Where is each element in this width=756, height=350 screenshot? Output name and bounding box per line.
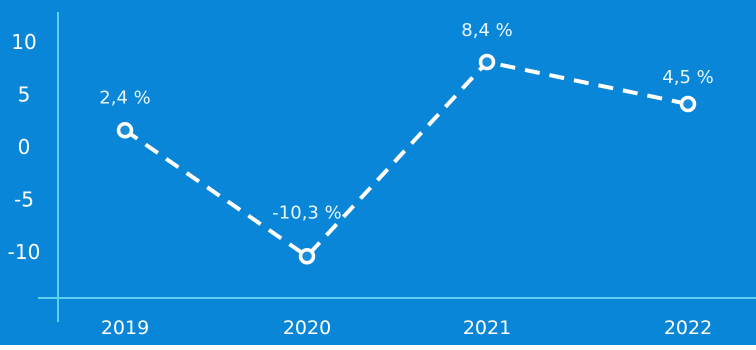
data-label: 2,4 % [99,87,150,108]
y-tick-label: 5 [18,83,31,107]
series-line [123,59,689,259]
y-tick-label: 0 [18,135,31,159]
y-tick-label: -5 [14,188,34,212]
y-tick-label: 10 [11,30,36,54]
data-point [478,53,496,71]
data-label: 8,4 % [461,20,512,41]
x-tick-label: 2019 [101,317,149,339]
series [116,53,697,265]
data-point [298,248,316,265]
axes [38,12,756,322]
x-tick-label: 2021 [463,317,511,339]
data-point [679,95,697,113]
data-point [116,122,134,139]
x-tick-label: 2022 [664,317,712,339]
y-tick-label: -10 [8,240,41,264]
x-tick-label: 2020 [283,317,331,339]
tick-labels: 10 5 0 -5 -10 2019 2020 2021 2022 [8,30,713,339]
data-label: 4,5 % [662,67,713,88]
data-labels: 2,4 % -10,3 % 8,4 % 4,5 % [99,20,713,223]
data-label: -10,3 % [272,202,341,223]
